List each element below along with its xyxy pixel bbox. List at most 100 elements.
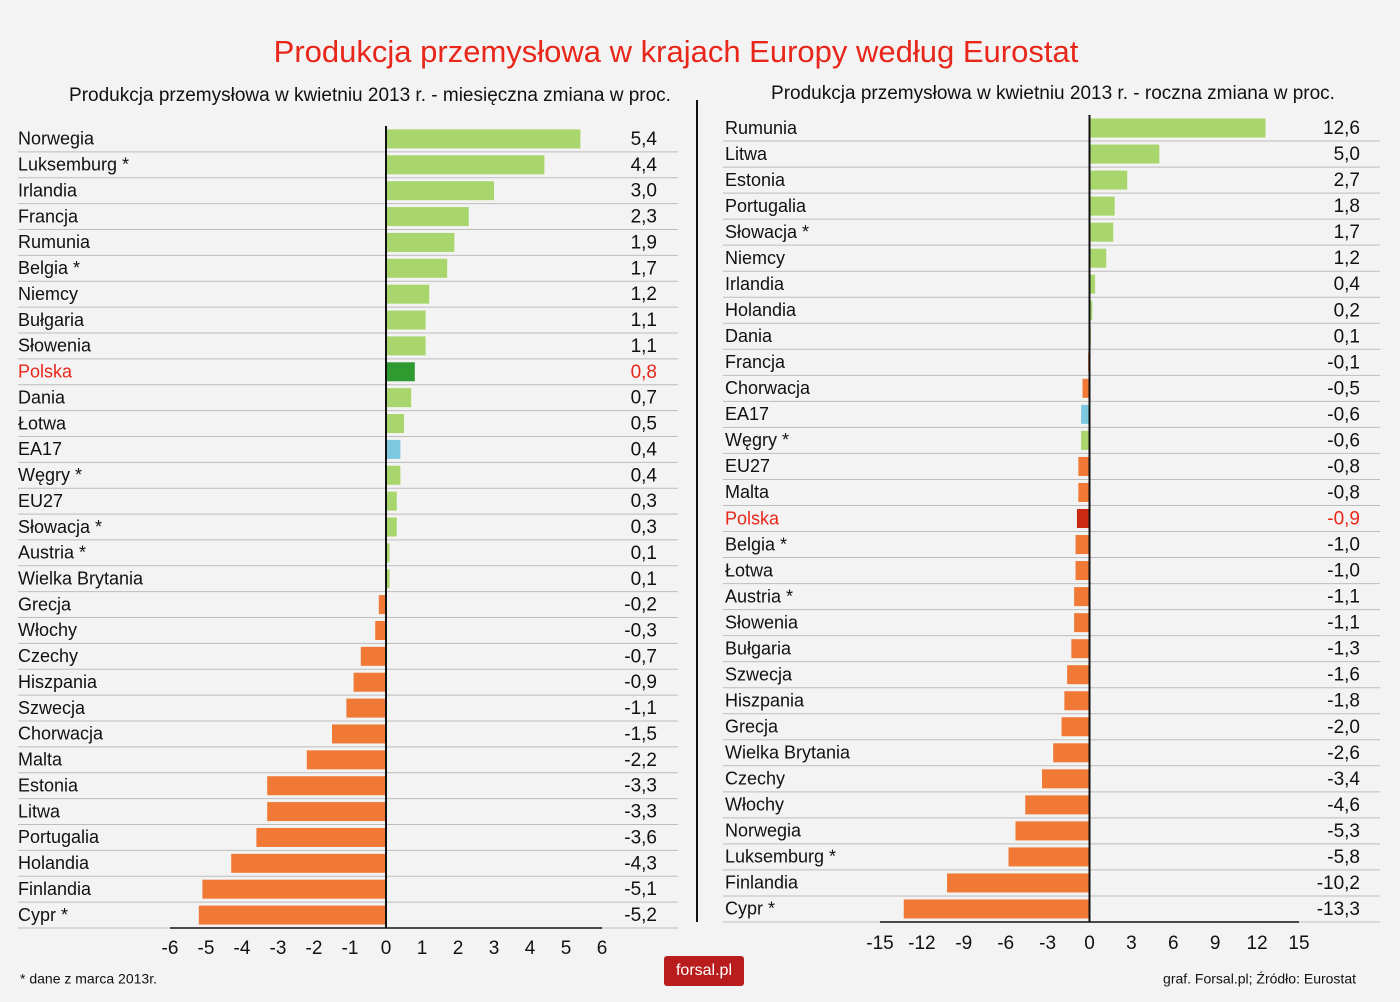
- value-label: -0,5: [1327, 378, 1360, 399]
- x-tick-label: -15: [866, 933, 893, 954]
- value-label: -1,1: [1327, 613, 1360, 634]
- bar: [1081, 404, 1090, 424]
- value-label: 2,7: [1334, 170, 1360, 191]
- category-label: EU27: [725, 456, 770, 476]
- x-tick-label: -4: [234, 938, 251, 959]
- value-label: 0,7: [631, 388, 657, 409]
- source: graf. Forsal.pl; Źródło: Eurostat: [1163, 971, 1356, 987]
- bar: [386, 284, 430, 304]
- x-tick-label: 0: [381, 938, 392, 959]
- bar: [378, 595, 386, 615]
- bar: [1061, 717, 1090, 737]
- value-label: 0,4: [631, 439, 658, 460]
- x-tick-label: 3: [1126, 933, 1137, 954]
- value-label: 0,4: [631, 465, 658, 486]
- category-label: Węgry *: [725, 430, 789, 450]
- value-label: -3,3: [624, 776, 657, 797]
- category-label: Niemcy: [18, 284, 78, 304]
- value-label: 0,2: [1334, 300, 1360, 321]
- value-label: -0,8: [1327, 456, 1360, 477]
- value-label: 0,1: [631, 569, 657, 590]
- bar: [375, 620, 386, 640]
- logo: forsal.pl: [676, 962, 732, 979]
- category-label: Belgia *: [18, 258, 80, 278]
- category-label: EA17: [725, 404, 769, 424]
- bar: [1082, 378, 1090, 398]
- bar: [1081, 430, 1090, 450]
- bar: [1076, 509, 1090, 528]
- bar: [386, 465, 401, 485]
- category-label: Dania: [18, 387, 66, 407]
- category-label: Chorwacja: [18, 724, 104, 744]
- bar: [386, 258, 448, 278]
- bar: [947, 873, 1090, 893]
- x-tick-label: 1: [417, 938, 428, 959]
- value-label: 1,9: [631, 232, 657, 253]
- bar: [1089, 196, 1115, 216]
- category-label: Rumunia: [725, 118, 798, 138]
- bar: [1089, 144, 1160, 164]
- value-label: -4,3: [624, 853, 657, 874]
- bar: [1025, 795, 1090, 815]
- bar: [1089, 274, 1096, 294]
- category-label: EA17: [18, 439, 62, 459]
- category-label: Cypr *: [725, 899, 775, 919]
- category-label: Malta: [725, 482, 770, 502]
- category-label: Irlandia: [18, 180, 78, 200]
- bar: [1089, 222, 1114, 242]
- x-tick-label: 2: [453, 938, 464, 959]
- bar: [1042, 769, 1090, 789]
- bar: [386, 181, 494, 201]
- x-tick-label: 6: [597, 938, 608, 959]
- value-label: -2,6: [1327, 743, 1360, 764]
- x-tick-label: -1: [342, 938, 359, 959]
- value-label: 1,8: [1334, 196, 1360, 217]
- x-tick-label: 5: [561, 938, 572, 959]
- category-label: Niemcy: [725, 248, 785, 268]
- chart-title: Produkcja przemysłowa w kwietniu 2013 r.…: [69, 85, 671, 106]
- value-label: 12,6: [1323, 118, 1360, 139]
- category-label: Polska: [725, 508, 780, 528]
- category-label: Włochy: [725, 795, 784, 815]
- category-label: Łotwa: [725, 560, 774, 580]
- category-label: Portugalia: [18, 827, 100, 847]
- x-tick-label: 12: [1247, 933, 1268, 954]
- footnote: * dane z marca 2013r.: [20, 971, 157, 987]
- x-tick-label: -12: [908, 933, 935, 954]
- category-label: Bułgaria: [18, 310, 85, 330]
- category-label: Irlandia: [725, 274, 785, 294]
- bar: [198, 905, 386, 925]
- category-label: Austria *: [725, 586, 793, 606]
- category-label: Chorwacja: [725, 378, 811, 398]
- bar: [386, 232, 455, 252]
- bar: [386, 569, 390, 589]
- x-tick-label: 6: [1168, 933, 1179, 954]
- value-label: -3,6: [624, 827, 657, 848]
- x-tick-label: -3: [1039, 933, 1056, 954]
- value-label: -4,6: [1327, 795, 1360, 816]
- bar: [386, 517, 397, 537]
- value-label: -5,8: [1327, 847, 1360, 868]
- category-label: Słowacja *: [18, 517, 102, 537]
- category-label: Malta: [18, 750, 63, 770]
- category-label: Hiszpania: [725, 690, 805, 710]
- value-label: 3,0: [631, 181, 657, 202]
- x-tick-label: 4: [525, 938, 536, 959]
- bar: [386, 336, 426, 356]
- bar: [386, 414, 404, 434]
- bar: [386, 129, 581, 149]
- bar: [1089, 118, 1266, 138]
- category-label: EU27: [18, 491, 63, 511]
- bar: [231, 853, 386, 873]
- category-label: Bułgaria: [725, 638, 792, 658]
- bar: [1067, 665, 1090, 685]
- value-label: 2,3: [631, 207, 657, 228]
- category-label: Słowacja *: [725, 222, 809, 242]
- category-label: Wielka Brytania: [725, 743, 851, 763]
- value-label: 0,3: [631, 491, 657, 512]
- bar: [386, 543, 390, 563]
- value-label: -5,3: [1327, 821, 1360, 842]
- bar: [332, 724, 386, 744]
- category-label: Węgry *: [18, 465, 82, 485]
